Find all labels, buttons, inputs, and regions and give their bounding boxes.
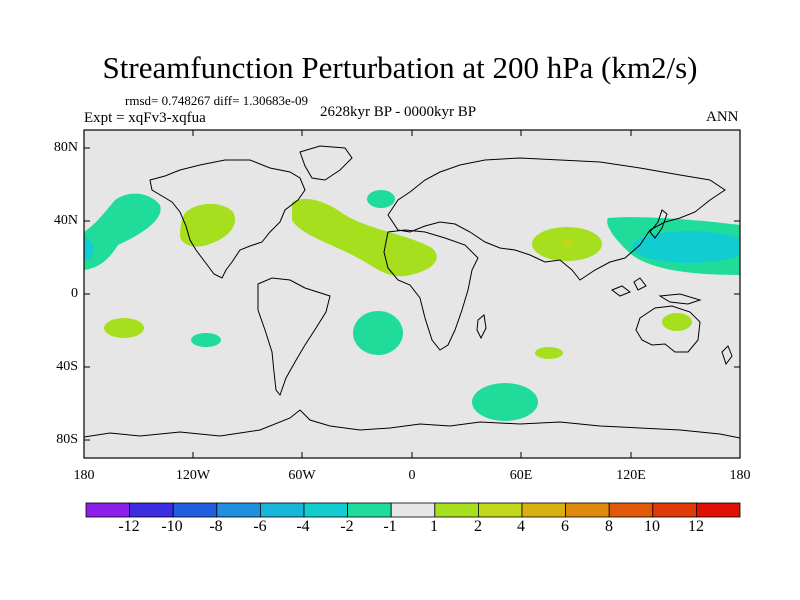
- coast-europe-asia: [387, 157, 726, 281]
- colorbar-label: -1: [383, 518, 397, 535]
- colorbar-label: 1: [430, 518, 438, 535]
- colorbar-label: -6: [253, 518, 267, 535]
- lat-label-80s: 80S: [56, 432, 78, 447]
- coastlines: [84, 145, 740, 439]
- coast-maritime-islands: [610, 277, 702, 305]
- colorbar-swatch: [652, 502, 697, 518]
- anomaly-neg-strong-west-pacific: [632, 231, 740, 263]
- lon-label-0: 0: [408, 468, 416, 483]
- coast-madagascar: [476, 314, 487, 340]
- colorbar-swatch: [303, 502, 348, 518]
- colorbar-swatch: [696, 502, 741, 518]
- lon-label-180e: 180: [729, 468, 751, 483]
- anomaly-pos-core-south-asia: [561, 240, 575, 246]
- coast-australia: [635, 305, 701, 353]
- colorbar-swatch: [390, 502, 436, 518]
- colorbar-label: -10: [161, 518, 183, 535]
- lat-label-40n: 40N: [53, 213, 78, 228]
- coast-japan: [649, 209, 668, 239]
- colorbar-swatch: [434, 502, 479, 518]
- colorbar: [85, 502, 741, 518]
- stats-text: rmsd= 0.748267 diff= 1.30683e-09: [125, 93, 309, 108]
- anomaly-pos-indian-ocean: [535, 347, 563, 359]
- anomaly-pos-australia: [662, 313, 692, 331]
- coast-africa: [383, 229, 479, 351]
- colorbar-swatch: [477, 502, 523, 518]
- colorbar-label: 6: [561, 518, 569, 535]
- colorbar-swatch: [521, 502, 566, 518]
- map-title: Streamfunction Perturbation at 200 hPa (…: [102, 50, 698, 85]
- colorbar-swatch: [608, 502, 654, 518]
- lat-label-0: 0: [71, 286, 78, 301]
- lon-label-120w: 120W: [175, 468, 211, 483]
- colorbar-label: 4: [517, 518, 525, 535]
- lon-label-120e: 120E: [616, 468, 646, 483]
- colorbar-label: -4: [296, 518, 310, 535]
- colorbar-label: 2: [474, 518, 482, 535]
- colorbar-label: 8: [605, 518, 613, 535]
- colorbar-label: -8: [209, 518, 223, 535]
- anomaly-pos-south-pacific: [104, 318, 144, 338]
- lat-label-40s: 40S: [56, 359, 78, 374]
- colorbar-swatch: [129, 502, 174, 518]
- anomaly-fields: [84, 190, 740, 421]
- colorbar-swatch: [216, 502, 261, 518]
- anomaly-neg-southern-ocean: [472, 383, 538, 421]
- colorbar-swatch: [172, 502, 218, 518]
- anomaly-neg-south-atlantic: [353, 311, 403, 355]
- anomaly-pos-atlantic-band: [292, 198, 437, 277]
- lon-label-60w: 60W: [288, 468, 316, 483]
- coast-antarctica: [84, 409, 740, 439]
- anomaly-neg-north-pacific-east: [84, 193, 161, 270]
- lat-label-80n: 80N: [53, 140, 78, 155]
- colorbar-label: -12: [118, 518, 140, 535]
- colorbar-label: 12: [688, 518, 704, 535]
- anomaly-neg-north-atlantic: [367, 190, 395, 208]
- anomaly-neg-south-pacific: [191, 333, 221, 347]
- colorbar-swatch: [259, 502, 305, 518]
- coast-greenland: [299, 145, 353, 181]
- colorbar-label: 10: [644, 518, 660, 535]
- colorbar-label: -2: [340, 518, 354, 535]
- experiment-label: Expt = xqFv3-xqfua: [84, 110, 206, 126]
- coast-north-america: [149, 159, 306, 279]
- axis-ticks: [83, 130, 741, 458]
- colorbar-swatch: [565, 502, 610, 518]
- map-background: [84, 130, 740, 458]
- season-label: ANN: [706, 109, 739, 125]
- anomaly-neg-strong-dateline: [84, 237, 94, 260]
- coast-south-america: [257, 277, 331, 397]
- colorbar-swatch: [85, 502, 130, 518]
- anomaly-pos-north-america: [180, 203, 236, 247]
- colorbar-swatch: [347, 502, 392, 518]
- lon-label-180w: 180: [73, 468, 95, 483]
- period-label: 2628kyr BP - 0000kyr BP: [320, 104, 477, 120]
- coast-new-zealand: [721, 345, 733, 366]
- lon-label-60e: 60E: [509, 468, 533, 483]
